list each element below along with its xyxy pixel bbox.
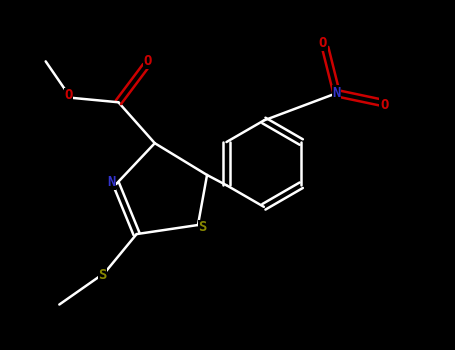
- Text: S: S: [198, 220, 207, 234]
- Text: O: O: [380, 98, 389, 112]
- Text: O: O: [64, 89, 73, 103]
- Text: S: S: [98, 268, 106, 282]
- Text: O: O: [144, 54, 152, 68]
- Text: N: N: [107, 175, 116, 189]
- Text: N: N: [333, 86, 341, 100]
- Text: O: O: [319, 36, 327, 50]
